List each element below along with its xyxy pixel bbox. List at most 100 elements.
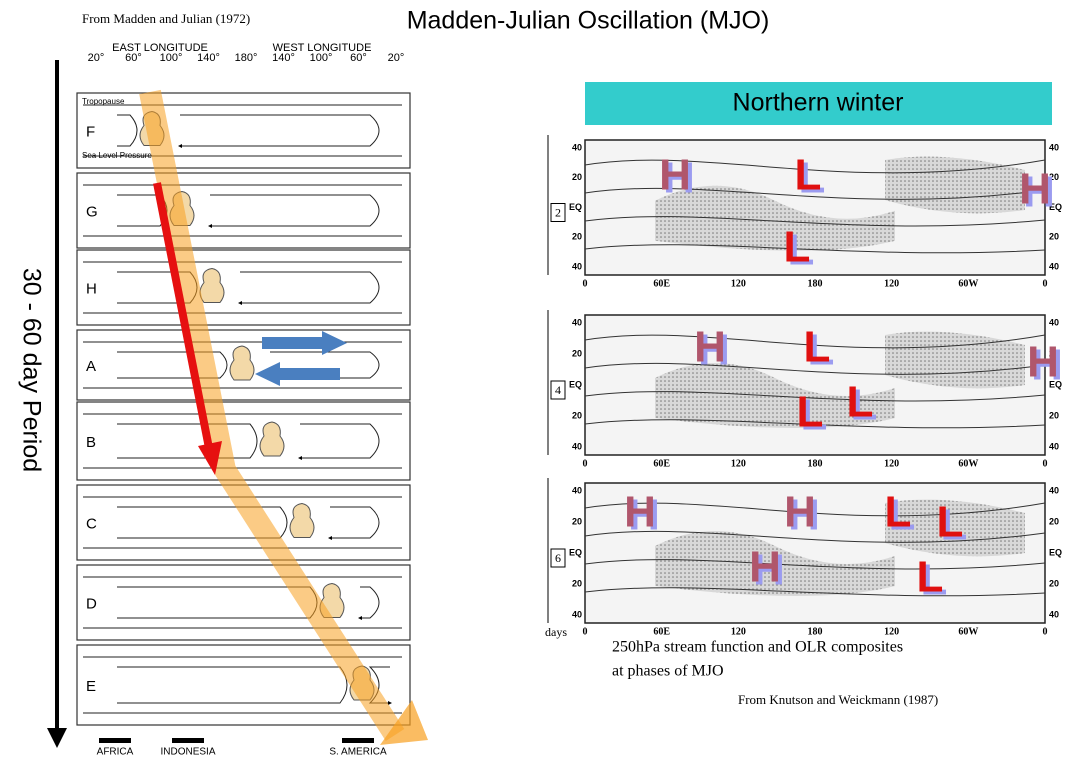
latitude-label: 40 bbox=[1049, 317, 1059, 327]
source-right: From Knutson and Weickmann (1987) bbox=[738, 692, 938, 707]
latitude-label: 20 bbox=[572, 232, 582, 242]
longitude-label: 100° bbox=[160, 52, 183, 64]
panel-letter: F bbox=[86, 123, 95, 140]
latitude-label: EQ bbox=[569, 379, 582, 389]
longitude-label: 180 bbox=[808, 458, 823, 469]
title: Madden-Julian Oscillation (MJO) bbox=[407, 7, 770, 35]
longitude-label: 0 bbox=[583, 458, 588, 469]
region-label: AFRICA bbox=[97, 747, 134, 758]
latitude-label: 40 bbox=[1049, 485, 1059, 495]
slide: From Madden and Julian (1972) Madden-Jul… bbox=[0, 0, 1091, 760]
pressure-center: L bbox=[917, 553, 944, 602]
panel-frame bbox=[77, 565, 410, 640]
pressure-center: L bbox=[847, 378, 874, 427]
panel-letter: G bbox=[86, 203, 98, 220]
latitude-label: 40 bbox=[572, 142, 582, 152]
pressure-center: L bbox=[804, 323, 831, 372]
sea-level-label: Sea Level Pressure bbox=[82, 151, 152, 160]
phase-label: 6 bbox=[555, 551, 561, 565]
longitude-label: 120 bbox=[884, 626, 899, 637]
latitude-label: EQ bbox=[1049, 547, 1062, 557]
latitude-label: 40 bbox=[1049, 609, 1059, 619]
region-bar bbox=[342, 738, 374, 743]
panel-letter: C bbox=[86, 515, 97, 532]
time-arrow-head bbox=[47, 728, 67, 748]
source-left: From Madden and Julian (1972) bbox=[82, 11, 250, 26]
longitude-label: 0 bbox=[583, 278, 588, 289]
latitude-label: 40 bbox=[1049, 441, 1059, 451]
phase-label: 4 bbox=[555, 383, 561, 397]
latitude-label: 40 bbox=[572, 261, 582, 271]
season: Northern winter bbox=[733, 89, 904, 117]
longitude-label: 140° bbox=[272, 52, 295, 64]
phase-label: 2 bbox=[555, 205, 561, 219]
longitude-label: 120 bbox=[731, 278, 746, 289]
longitude-label: 0 bbox=[1043, 278, 1048, 289]
latitude-label: 40 bbox=[1049, 142, 1059, 152]
panel-letter: B bbox=[86, 434, 96, 451]
panel-letter: A bbox=[86, 358, 96, 375]
panel-frame bbox=[77, 173, 410, 248]
pressure-center: L bbox=[885, 488, 912, 537]
panel-letter: D bbox=[86, 595, 97, 612]
longitude-label: 180 bbox=[808, 626, 823, 637]
region-bar bbox=[172, 738, 204, 743]
pressure-center: H bbox=[749, 543, 781, 592]
region-bar bbox=[99, 738, 131, 743]
longitude-label: 20° bbox=[88, 52, 105, 64]
panel-letter: H bbox=[86, 280, 97, 297]
latitude-label: 40 bbox=[572, 609, 582, 619]
pressure-center: L bbox=[795, 151, 822, 200]
latitude-label: 40 bbox=[572, 441, 582, 451]
longitude-label: 120 bbox=[731, 458, 746, 469]
pressure-center: H bbox=[784, 488, 816, 537]
longitude-label: 60W bbox=[958, 278, 978, 289]
pressure-center: L bbox=[784, 223, 811, 272]
longitude-label: 60W bbox=[958, 458, 978, 469]
period-label: 30 - 60 day Period bbox=[17, 268, 45, 472]
longitude-label: 60W bbox=[958, 626, 978, 637]
pressure-center: H bbox=[1019, 165, 1051, 214]
longitude-label: 60° bbox=[125, 52, 142, 64]
tropopause-label: Tropopause bbox=[82, 97, 125, 106]
latitude-label: EQ bbox=[569, 202, 582, 212]
region-label: INDONESIA bbox=[160, 747, 215, 758]
longitude-label: 60E bbox=[653, 458, 670, 469]
longitude-label: 0 bbox=[1043, 626, 1048, 637]
latitude-label: 20 bbox=[1049, 578, 1059, 588]
panel-letter: E bbox=[86, 678, 96, 695]
latitude-label: 40 bbox=[572, 485, 582, 495]
longitude-label: 120 bbox=[884, 458, 899, 469]
caption-line-2: at phases of MJO bbox=[612, 663, 724, 680]
latitude-label: 20 bbox=[1049, 410, 1059, 420]
pressure-center: H bbox=[659, 151, 691, 200]
latitude-label: 40 bbox=[572, 317, 582, 327]
longitude-label: 60E bbox=[653, 278, 670, 289]
latitude-label: 20 bbox=[572, 578, 582, 588]
pressure-center: H bbox=[624, 488, 656, 537]
longitude-label: 180° bbox=[235, 52, 258, 64]
longitude-label: 60° bbox=[350, 52, 367, 64]
longitude-label: 140° bbox=[197, 52, 220, 64]
pressure-center: H bbox=[1027, 338, 1059, 387]
latitude-label: 20 bbox=[572, 172, 582, 182]
longitude-label: 100° bbox=[310, 52, 333, 64]
latitude-label: 20 bbox=[572, 516, 582, 526]
latitude-label: 20 bbox=[572, 348, 582, 358]
longitude-label: 120 bbox=[884, 278, 899, 289]
caption-line-1: 250hPa stream function and OLR composite… bbox=[612, 639, 903, 656]
latitude-label: 20 bbox=[572, 410, 582, 420]
region-label: S. AMERICA bbox=[329, 747, 387, 758]
longitude-label: 0 bbox=[583, 626, 588, 637]
pressure-center: H bbox=[694, 323, 726, 372]
pressure-center: L bbox=[797, 388, 824, 437]
longitude-label: 60E bbox=[653, 626, 670, 637]
latitude-label: EQ bbox=[569, 547, 582, 557]
longitude-label: 20° bbox=[388, 52, 405, 64]
latitude-label: 20 bbox=[1049, 516, 1059, 526]
pressure-center: L bbox=[937, 498, 964, 547]
panel-frame bbox=[77, 250, 410, 325]
latitude-label: 40 bbox=[1049, 261, 1059, 271]
latitude-label: 20 bbox=[1049, 232, 1059, 242]
days-label: days bbox=[545, 625, 567, 639]
